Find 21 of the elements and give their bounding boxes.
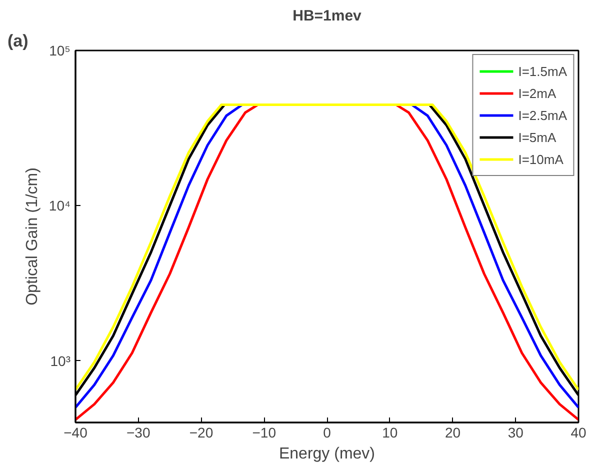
y-axis-title: Optical Gain (1/cm) bbox=[24, 168, 41, 306]
x-axis-title: Energy (mev) bbox=[278, 446, 376, 462]
y-tick-label: 10⁵ bbox=[49, 42, 71, 58]
x-tick-label: 0 bbox=[323, 424, 332, 440]
x-tick-label: 30 bbox=[508, 424, 524, 440]
legend-label: I=1.5mA bbox=[518, 63, 567, 79]
x-tick-label: −40 bbox=[64, 424, 88, 440]
legend-label: I=10mA bbox=[518, 151, 564, 167]
x-tick-label: −20 bbox=[189, 424, 214, 440]
text: (a) bbox=[8, 32, 28, 50]
x-tick-label: −10 bbox=[252, 424, 276, 440]
y-tick-label: 10⁴ bbox=[48, 198, 71, 214]
x-tick-label: 10 bbox=[382, 424, 398, 440]
chart-title: HB=1mev bbox=[292, 8, 362, 24]
x-tick-label: −30 bbox=[126, 424, 150, 440]
x-tick-label: 40 bbox=[570, 424, 586, 440]
legend-label: I=2.5mA bbox=[518, 107, 567, 123]
x-tick-label: 20 bbox=[444, 424, 461, 440]
legend-label: I=5mA bbox=[518, 129, 556, 145]
y-tick-label: 10³ bbox=[50, 352, 71, 369]
legend-label: I=2mA bbox=[518, 85, 556, 101]
